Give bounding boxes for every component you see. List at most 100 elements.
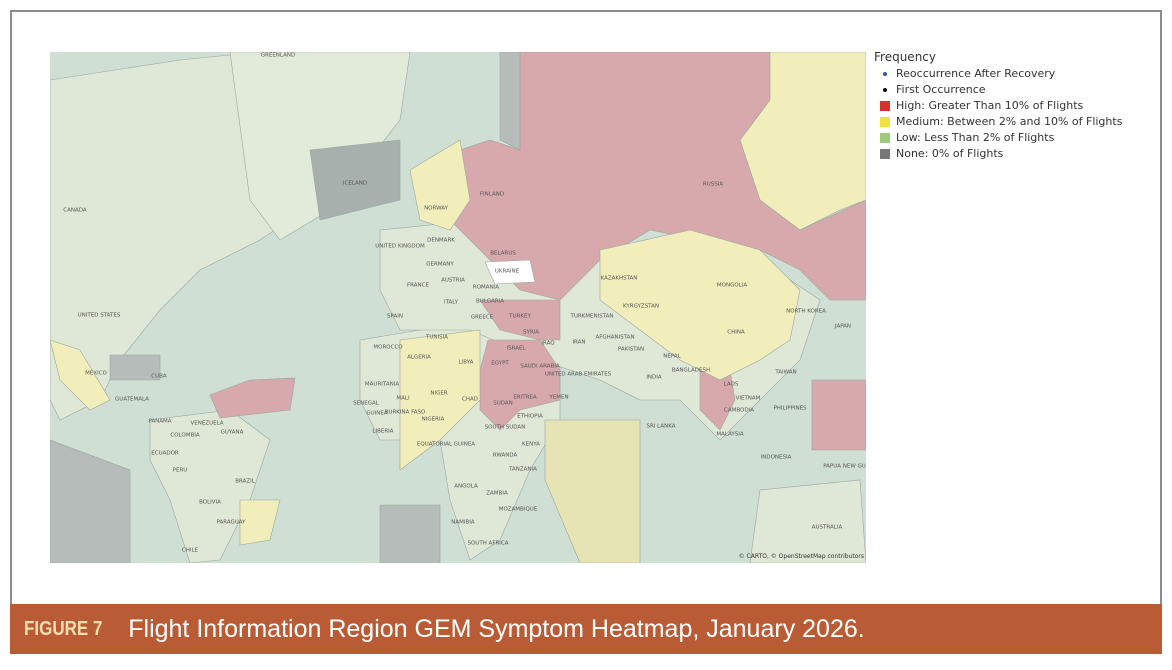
country-label: GUINEA	[366, 411, 387, 417]
legend-item[interactable]: Medium: Between 2% and 10% of Flights	[874, 114, 1122, 130]
country-label: ECUADOR	[151, 451, 179, 457]
country-label: ICELAND	[343, 181, 367, 187]
country-label: UNITED KINGDOM	[375, 244, 425, 250]
legend-item[interactable]: High: Greater Than 10% of Flights	[874, 98, 1122, 114]
country-label: TURKEY	[508, 314, 531, 320]
legend-swatch	[883, 72, 887, 76]
attribution: © CARTO, © OpenStreetMap contributors	[739, 553, 864, 560]
country-label: MOZAMBIQUE	[499, 507, 538, 513]
country-label: NORTH KOREA	[786, 309, 826, 315]
country-label: GUATEMALA	[115, 397, 149, 403]
country-label: ROMANIA	[473, 285, 499, 291]
country-label: LAOS	[724, 382, 739, 388]
country-label: SENEGAL	[353, 401, 380, 407]
map: GREENLAND ICELAND CANADA NORWAY FINLAND UNITE…	[50, 52, 866, 563]
country-label: NIGER	[430, 391, 447, 397]
legend-swatch	[880, 133, 890, 143]
legend-symbol	[874, 149, 896, 159]
legend-item[interactable]: Reoccurrence After Recovery	[874, 66, 1122, 82]
figure-label: FIGURE 7	[24, 617, 103, 640]
country-label: NIGERIA	[422, 417, 445, 423]
legend-label: High: Greater Than 10% of Flights	[896, 99, 1084, 112]
iceland-fir	[309, 139, 401, 221]
medium-region-sahara	[399, 329, 481, 471]
country-label: GUYANA	[221, 430, 244, 436]
country-label: VENEZUELA	[190, 421, 223, 427]
legend-label: None: 0% of Flights	[896, 147, 1004, 160]
country-label: ISRAEL	[506, 346, 526, 352]
country-label: EQUATORIAL GUINEA	[417, 442, 475, 448]
country-label: KYRGYZSTAN	[623, 304, 659, 310]
australia	[749, 479, 866, 563]
country-label: BULGARIA	[476, 299, 504, 305]
country-label: DENMARK	[427, 238, 455, 244]
none-region-arctic	[499, 52, 521, 151]
country-label: MALI	[396, 396, 410, 402]
country-label: TAIWAN	[774, 370, 796, 376]
country-label: VIETNAM	[736, 396, 761, 402]
medium-region-paraguay	[239, 499, 281, 546]
country-label: NORWAY	[424, 206, 449, 212]
country-label: ETHIOPIA	[517, 414, 543, 420]
country-label: LIBYA	[459, 360, 474, 366]
country-label: UKRAINE	[495, 269, 520, 275]
country-label: BRAZIL	[235, 479, 256, 485]
country-label: LIBERIA	[372, 429, 393, 435]
country-label: MEXICO	[85, 371, 107, 377]
none-region-pacific	[50, 439, 131, 563]
country-label: AUSTRIA	[441, 278, 465, 284]
country-label: ANGOLA	[454, 484, 478, 490]
country-label: SYRIA	[523, 330, 539, 336]
country-label: CANADA	[63, 208, 87, 214]
country-label: BURKINA FASO	[385, 410, 426, 416]
country-label: ITALY	[444, 300, 459, 306]
country-label: TUNISIA	[425, 335, 448, 341]
country-label: RWANDA	[493, 453, 518, 459]
country-label: BANGLADESH	[672, 368, 710, 374]
none-region-caribbean	[109, 354, 161, 381]
country-label: INDONESIA	[761, 455, 792, 461]
country-label: UNITED STATES	[78, 313, 121, 319]
country-label: ZAMBIA	[486, 491, 508, 497]
no-data-ukraine	[484, 259, 536, 285]
country-label: GREECE	[471, 315, 494, 321]
high-region-pacific	[811, 379, 866, 451]
country-label: CAMBODIA	[724, 408, 754, 414]
country-label: SOUTH AFRICA	[467, 541, 508, 547]
country-label: PAKISTAN	[618, 347, 644, 353]
legend-item[interactable]: None: 0% of Flights	[874, 146, 1122, 162]
country-label: ALGERIA	[407, 355, 431, 361]
country-label: GERMANY	[426, 262, 454, 268]
country-label: BELARUS	[490, 251, 516, 257]
country-label: IRAQ	[541, 341, 555, 347]
caption-bar: FIGURE 7 Flight Information Region GEM S…	[10, 604, 1162, 654]
legend-swatch	[880, 101, 890, 111]
country-label: IRAN	[572, 340, 585, 346]
country-label: PAPUA NEW GUINEA	[823, 464, 866, 470]
country-label: GREENLAND	[261, 53, 295, 59]
country-label: TURKMENISTAN	[569, 314, 613, 320]
legend-item[interactable]: Low: Less Than 2% of Flights	[874, 130, 1122, 146]
legend-symbol	[874, 72, 896, 76]
medium-region-east-russia	[739, 52, 866, 231]
country-label: COLOMBIA	[170, 433, 200, 439]
country-label: NEPAL	[663, 354, 681, 360]
country-label: PANAMA	[148, 419, 171, 425]
legend-swatch	[880, 149, 890, 159]
legend-item[interactable]: First Occurrence	[874, 82, 1122, 98]
country-label: TANZANIA	[508, 467, 537, 473]
country-label: SPAIN	[387, 314, 403, 320]
country-label: MOROCCO	[373, 345, 403, 351]
country-label: RUSSIA	[703, 182, 723, 188]
legend-label: First Occurrence	[896, 83, 986, 96]
country-label: SRI LANKA	[646, 424, 675, 430]
country-label: ERITREA	[513, 395, 537, 401]
high-region-atlantic	[209, 377, 296, 419]
legend-symbol	[874, 133, 896, 143]
country-label: CHINA	[727, 330, 745, 336]
medium-region-scandinavia	[409, 139, 471, 231]
legend-label: Reoccurrence After Recovery	[896, 67, 1056, 80]
country-label: SOUTH SUDAN	[485, 425, 526, 431]
country-label: PARAGUAY	[217, 520, 247, 526]
